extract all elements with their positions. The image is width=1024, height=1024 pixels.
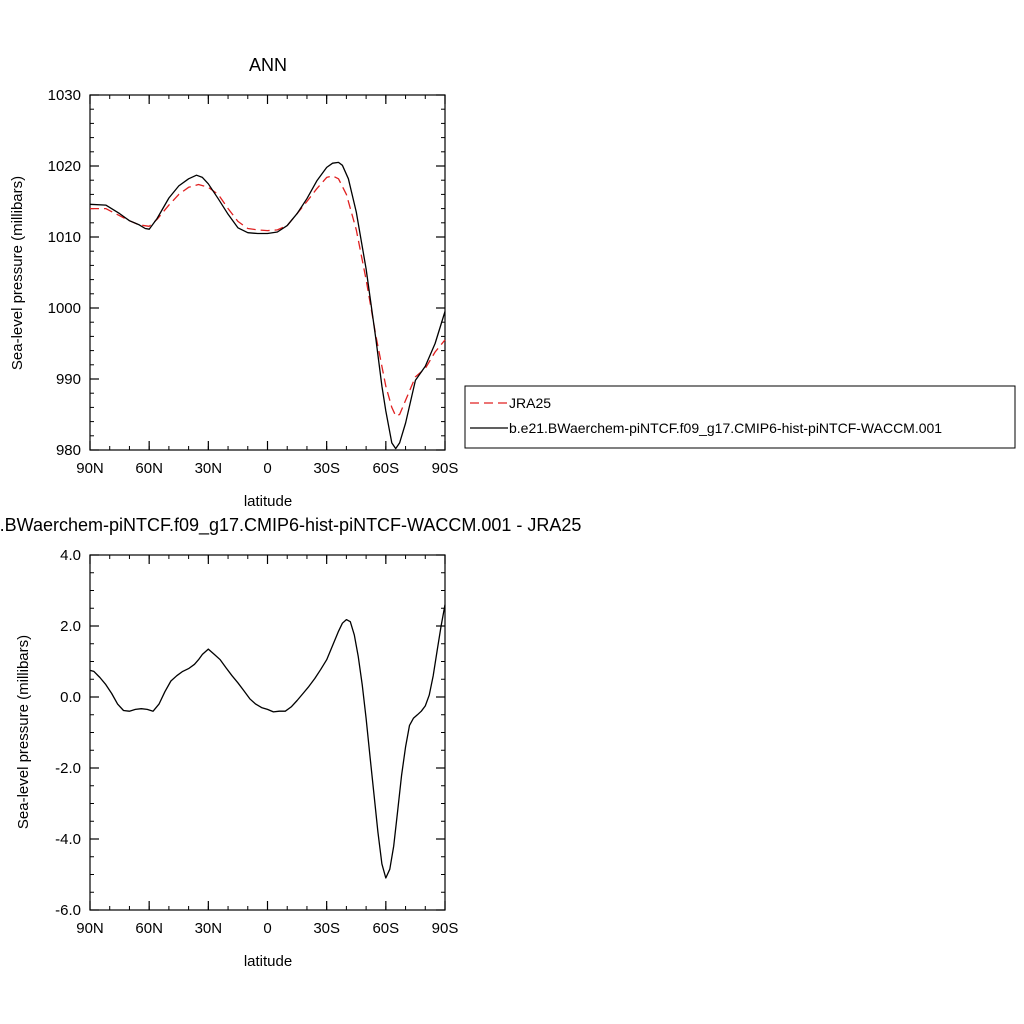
y-axis-label: Sea-level pressure (millibars) [9,176,26,370]
x-tick-label: 30N [195,920,223,937]
x-axis-label: latitude [244,953,292,970]
x-tick-label: 30S [313,920,340,937]
sea-level-pressure-panel: ANN latitude Sea-level pressure (milliba… [9,55,458,510]
x-tick-label: 60S [372,460,399,477]
y-tick-label: -4.0 [55,831,81,848]
x-tick-label: 0 [263,920,271,937]
panel-title: b.e21.BWaerchem-piNTCF.f09_g17.CMIP6-his… [0,515,581,536]
y-axis-label: Sea-level pressure (millibars) [15,635,32,829]
y-tick-label: 1000 [48,300,81,317]
y-tick-label: -6.0 [55,902,81,919]
x-tick-label: 90N [76,920,104,937]
x-tick-label: 30S [313,460,340,477]
x-tick-label: 60N [135,460,163,477]
x-tick-label: 90S [432,460,459,477]
series-line-jra25 [90,175,446,417]
legend: JRA25 b.e21.BWaerchem-piNTCF.f09_g17.CMI… [464,385,1016,449]
difference-line [89,604,446,879]
plot-area: 90N 60N 30N 0 30S 60S 90S 980 990 1000 1010 1020 103… [48,87,459,477]
series-line-model [89,161,446,450]
difference-panel: b.e21.BWaerchem-piNTCF.f09_g17.CMIP6-his… [0,515,581,970]
x-tick-label: 60N [135,920,163,937]
y-tick-label: 2.0 [60,618,81,635]
x-axis-label: latitude [244,493,292,510]
x-tick-label: 90S [432,920,459,937]
y-tick-label: 980 [56,442,81,459]
plot-area: 90N 60N 30N 0 30S 60S 90S -6.0 -4.0 -2.0 0.0 2.0 4.0 [55,547,458,937]
y-tick-label: 1020 [48,158,81,175]
x-tick-label: 30N [195,460,223,477]
legend-label-jra25: JRA25 [509,395,551,411]
y-tick-label: 1030 [48,87,81,104]
y-tick-label: -2.0 [55,760,81,777]
plot-frame [89,94,446,451]
legend-label-model: b.e21.BWaerchem-piNTCF.f09_g17.CMIP6-his… [509,420,942,436]
legend-box [464,385,1016,449]
y-tick-label: 990 [56,371,81,388]
y-tick-label: 1010 [48,229,81,246]
x-tick-label: 90N [76,460,104,477]
y-tick-label: 4.0 [60,547,81,564]
panel-title: ANN [249,55,287,75]
x-tick-label: 0 [263,460,271,477]
y-tick-label: 0.0 [60,689,81,706]
x-tick-label: 60S [372,920,399,937]
